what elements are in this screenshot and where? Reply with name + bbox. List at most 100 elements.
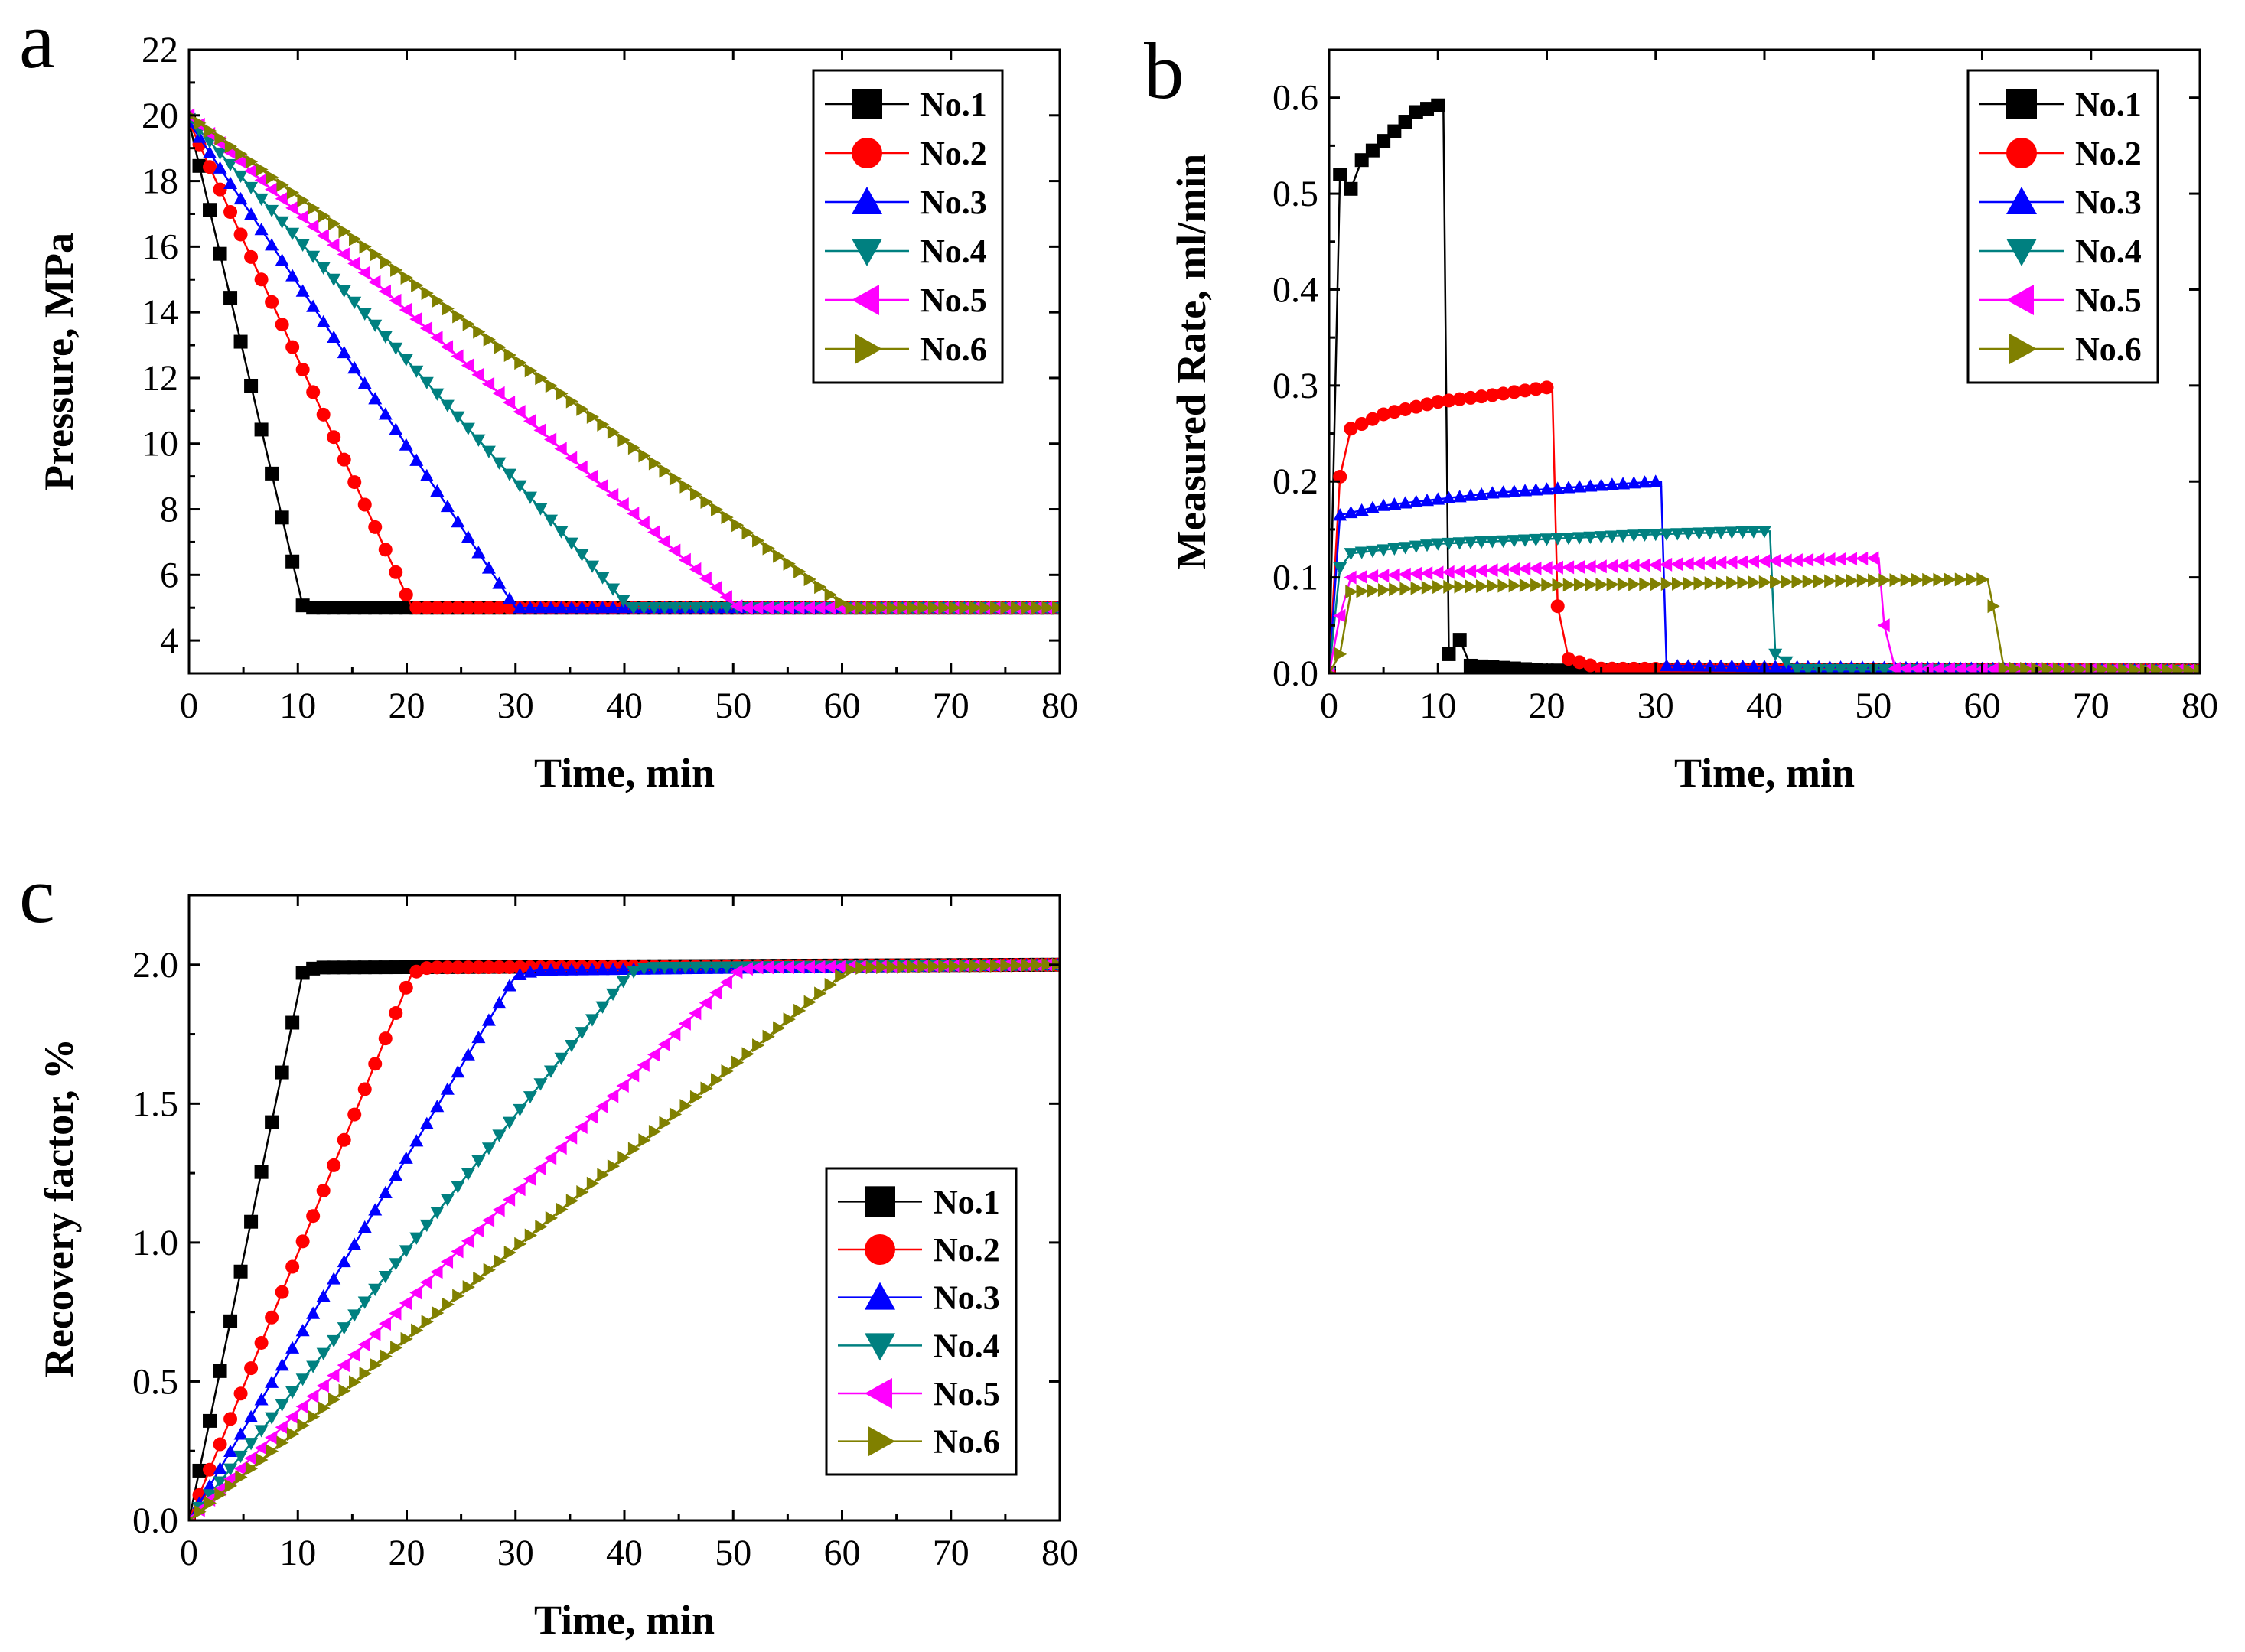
data-point	[430, 1207, 445, 1220]
data-point	[223, 1463, 238, 1476]
data-point	[461, 1048, 475, 1061]
data-point	[1507, 535, 1521, 548]
legend-marker	[2009, 334, 2037, 364]
data-point	[306, 961, 321, 976]
data-point	[1550, 663, 1565, 673]
data-point	[347, 256, 360, 271]
data-point	[285, 1386, 300, 1399]
data-point	[494, 340, 507, 354]
data-point	[1541, 578, 1554, 592]
data-point	[419, 468, 434, 481]
data-point	[327, 1368, 340, 1383]
data-point	[927, 601, 940, 615]
data-point	[1443, 579, 1456, 594]
data-point	[1442, 565, 1455, 579]
legend-entry: No.2	[838, 1231, 1000, 1269]
data-point	[1714, 556, 1727, 570]
data-point	[471, 367, 484, 382]
data-point	[327, 217, 341, 231]
data-point	[409, 1232, 424, 1245]
data-point	[979, 601, 992, 615]
data-point	[565, 1039, 579, 1053]
legend-entry: No.1	[838, 1183, 1000, 1220]
chart-panel-a: a 0 10 20 30 40 50 60 70 80 4 6 8 10 12 14 16 18 20 22 Time,…	[19, 0, 1078, 796]
data-point	[1365, 412, 1380, 426]
data-point	[554, 1052, 569, 1065]
data-point	[1041, 601, 1054, 615]
data-point	[2150, 663, 2164, 673]
data-point	[897, 960, 910, 974]
data-point	[1844, 552, 1857, 566]
data-point	[1791, 575, 1804, 589]
data-point	[2064, 662, 2077, 673]
data-point	[1431, 492, 1445, 505]
data-point	[203, 1413, 217, 1428]
data-point	[213, 1437, 227, 1452]
data-point	[1594, 559, 1607, 574]
data-point	[2041, 662, 2054, 673]
data-point	[699, 961, 713, 974]
x-tick-label: 10	[279, 686, 316, 726]
data-point	[627, 1068, 640, 1083]
data-point	[585, 963, 600, 976]
data-point	[1409, 540, 1423, 553]
data-point	[461, 960, 475, 975]
data-point	[347, 1309, 362, 1322]
data-point	[1856, 573, 1870, 588]
data-point	[1616, 477, 1631, 490]
data-point	[1000, 958, 1013, 973]
data-point	[751, 601, 764, 615]
legend-marker	[852, 285, 879, 315]
data-point	[2020, 662, 2033, 673]
x-tick-label: 20	[1529, 686, 1566, 726]
y-tick-label: 10	[142, 424, 178, 464]
data-point	[1790, 663, 1804, 673]
data-point	[1409, 105, 1423, 119]
data-point	[543, 963, 558, 976]
data-point	[606, 488, 619, 503]
data-point	[1365, 545, 1380, 559]
data-point	[306, 250, 321, 263]
data-point	[762, 1029, 775, 1044]
data-point	[989, 958, 1003, 973]
data-point	[306, 1306, 321, 1319]
data-point	[451, 1181, 465, 1194]
data-point	[368, 1203, 383, 1216]
data-point	[389, 601, 403, 615]
data-point	[275, 510, 289, 525]
data-point	[1518, 562, 1531, 576]
data-point	[959, 959, 972, 973]
x-tick-label: 70	[933, 686, 969, 726]
legend-entry: No.3	[1979, 184, 2142, 221]
data-point	[617, 433, 630, 448]
y-tick-label: 0.6	[1272, 78, 1318, 119]
data-point	[265, 1115, 279, 1129]
legend-box	[1966, 69, 2159, 384]
data-point	[452, 309, 465, 324]
data-point	[823, 960, 836, 974]
data-point	[1714, 659, 1729, 672]
data-point	[969, 601, 982, 615]
data-point	[585, 1014, 600, 1027]
data-point	[554, 526, 569, 539]
data-point	[233, 1450, 248, 1464]
x-tick-label: 20	[389, 686, 425, 726]
data-point	[524, 363, 537, 378]
data-point	[233, 155, 246, 169]
data-point	[233, 1264, 248, 1279]
data-point	[1463, 390, 1478, 405]
data-point	[502, 468, 516, 481]
data-point	[845, 601, 858, 615]
data-point	[1910, 661, 1923, 673]
data-point	[409, 312, 422, 327]
data-point	[295, 239, 310, 252]
data-point	[213, 161, 227, 174]
data-point	[430, 484, 445, 497]
data-point	[399, 980, 413, 995]
data-point	[430, 1265, 443, 1279]
data-point	[657, 602, 672, 615]
data-point	[709, 986, 722, 1000]
data-point	[814, 580, 827, 595]
data-point	[347, 296, 362, 309]
legend: No.1 No.2 No.3 No.4 No.5 No.6	[1966, 69, 2159, 384]
